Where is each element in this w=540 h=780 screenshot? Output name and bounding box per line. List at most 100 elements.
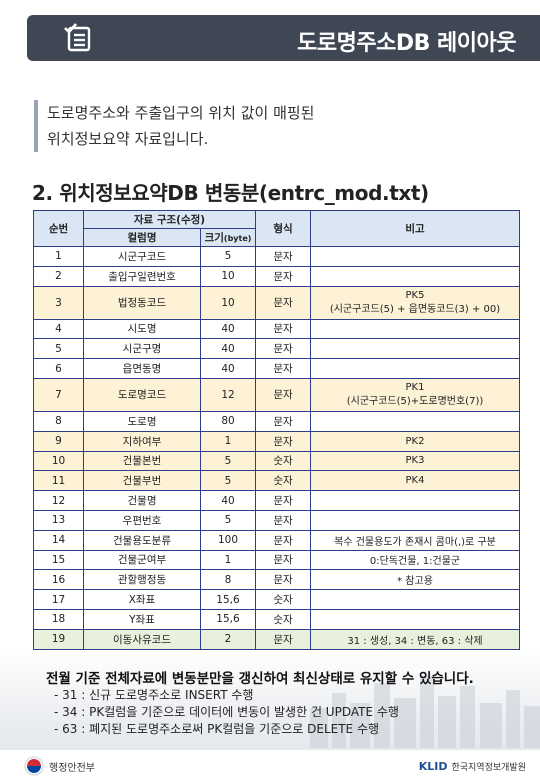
- cell-note: [310, 265, 520, 287]
- cell-size: 1: [200, 549, 256, 571]
- cell-seq: 14: [33, 529, 84, 551]
- cell-size: 5: [200, 470, 256, 492]
- intro-text: 도로명주소와 주출입구의 위치 값이 매핑된 위치정보요약 자료입니다.: [34, 100, 314, 152]
- cell-column-name: 시도명: [83, 318, 201, 340]
- cell-seq: 17: [33, 589, 84, 610]
- cell-seq: 4: [33, 318, 84, 340]
- cell-size: 80: [200, 410, 256, 432]
- header-type: 형식: [255, 210, 311, 247]
- cell-size: 40: [200, 318, 256, 340]
- cell-column-name: 법정동코드: [83, 285, 201, 320]
- action-item-insert: - 31 : 신규 도로명주소로 INSERT 수행: [54, 688, 254, 702]
- table-row: 17 X좌표 15,6 숫자: [33, 589, 520, 610]
- table-row: 15 건물군여부 1 문자 0:단독건물, 1:건물군: [33, 549, 520, 571]
- city-skyline-image: [310, 676, 540, 748]
- cell-note: [310, 410, 520, 432]
- cell-note: [310, 608, 520, 630]
- cell-note: PK3: [310, 450, 520, 472]
- header-structure: 자료 구조(수정): [83, 210, 256, 229]
- cell-note: [310, 509, 520, 531]
- cell-type: 문자: [255, 569, 311, 591]
- cell-column-name: 건물본번: [83, 450, 201, 472]
- cell-note: [310, 490, 520, 511]
- header-seq: 순번: [33, 210, 84, 247]
- note-line: 0:단독건물, 1:건물군: [369, 556, 461, 568]
- cell-column-name: 건물군여부: [83, 549, 201, 571]
- cell-seq: 12: [33, 490, 84, 511]
- header-note: 비고: [310, 210, 520, 247]
- cell-size: 1: [200, 430, 256, 452]
- ministry-name: 행정안전부: [49, 762, 95, 774]
- cell-type: 문자: [255, 285, 311, 320]
- note-line-detail: (시군구코드(5) + 읍면동코드(3) + 00): [329, 303, 501, 315]
- cell-column-name: 건물명: [83, 490, 201, 511]
- cell-size: 2: [200, 628, 256, 650]
- table-row: 2 출입구일련번호 10 문자: [33, 265, 520, 287]
- header-size: 크기(byte): [200, 228, 256, 247]
- cell-type: 숫자: [255, 470, 311, 492]
- cell-seq: 11: [33, 470, 84, 492]
- cell-note: 복수 건물용도가 존재시 콤마(,)로 구분: [310, 529, 520, 551]
- cell-size: 5: [200, 246, 256, 267]
- cell-seq: 18: [33, 608, 84, 630]
- cell-size: 40: [200, 338, 256, 360]
- cell-size: 8: [200, 569, 256, 591]
- cell-type: 문자: [255, 246, 311, 267]
- cell-type: 문자: [255, 529, 311, 551]
- cell-seq: 9: [33, 430, 84, 452]
- cell-size: 15,6: [200, 589, 256, 610]
- cell-type: 문자: [255, 265, 311, 287]
- table-row: 6 읍면동명 40 문자: [33, 358, 520, 379]
- cell-type: 문자: [255, 377, 311, 412]
- cell-size: 10: [200, 265, 256, 287]
- cell-note: * 참고용: [310, 569, 520, 591]
- cell-size: 100: [200, 529, 256, 551]
- cell-type: 문자: [255, 628, 311, 650]
- checklist-icon: [64, 23, 91, 52]
- header-column: 컬럼명: [83, 228, 201, 247]
- cell-seq: 3: [33, 285, 84, 320]
- page-header: 도로명주소DB 레이아웃: [27, 15, 540, 61]
- note-line: PK5: [405, 289, 425, 301]
- cell-seq: 16: [33, 569, 84, 591]
- note-line: * 참고용: [397, 576, 433, 588]
- cell-size: 5: [200, 450, 256, 472]
- cell-column-name: 우편번호: [83, 509, 201, 531]
- cell-column-name: 시군구명: [83, 338, 201, 360]
- cell-seq: 10: [33, 450, 84, 472]
- klid-logo: KLID: [418, 760, 448, 773]
- table-row: 19 이동사유코드 2 문자 31 : 생성, 34 : 변동, 63 : 삭제: [33, 628, 520, 650]
- table-row: 14 건물용도분류 100 문자 복수 건물용도가 존재시 콤마(,)로 구분: [33, 529, 520, 551]
- cell-seq: 5: [33, 338, 84, 360]
- table-row: 8 도로명 80 문자: [33, 410, 520, 432]
- cell-note: PK5 (시군구코드(5) + 읍면동코드(3) + 00): [310, 285, 520, 320]
- action-item-update: - 34 : PK컬럼을 기준으로 데이터에 변동이 발생한 건 UPDATE …: [54, 705, 399, 719]
- table-row: 18 Y좌표 15,6 숫자: [33, 608, 520, 630]
- cell-note: [310, 358, 520, 379]
- cell-seq: 15: [33, 549, 84, 571]
- cell-column-name: 건물용도분류: [83, 529, 201, 551]
- cell-type: 문자: [255, 410, 311, 432]
- intro-line-2: 위치정보요약 자료입니다.: [47, 130, 209, 148]
- summary-text: 전월 기준 전체자료에 변동분만을 갱신하여 최신상태로 유지할 수 있습니다.: [46, 671, 474, 687]
- header-size-label: 크기: [204, 232, 224, 244]
- header-size-unit: (byte): [223, 234, 252, 243]
- section-title: 2. 위치정보요약DB 변동분(entrc_mod.txt): [32, 181, 429, 205]
- cell-size: 12: [200, 377, 256, 412]
- intro-line-1: 도로명주소와 주출입구의 위치 값이 매핑된: [47, 104, 315, 122]
- table-row: 5 시군구명 40 문자: [33, 338, 520, 360]
- cell-column-name: 이동사유코드: [83, 628, 201, 650]
- cell-type: 문자: [255, 318, 311, 340]
- cell-seq: 6: [33, 358, 84, 379]
- table-row: 1 시군구코드 5 문자: [33, 246, 520, 267]
- cell-type: 문자: [255, 430, 311, 452]
- note-line: PK1: [405, 381, 425, 393]
- note-line: 복수 건물용도가 존재시 콤마(,)로 구분: [334, 536, 496, 548]
- table-row: 4 시도명 40 문자: [33, 318, 520, 340]
- cell-seq: 1: [33, 246, 84, 267]
- cell-column-name: 도로명코드: [83, 377, 201, 412]
- table-row: 16 관할행정동 8 문자 * 참고용: [33, 569, 520, 591]
- cell-note: [310, 318, 520, 340]
- cell-type: 숫자: [255, 450, 311, 472]
- action-list: - 31 : 신규 도로명주소로 INSERT 수행 - 34 : PK컬럼을 …: [54, 687, 399, 738]
